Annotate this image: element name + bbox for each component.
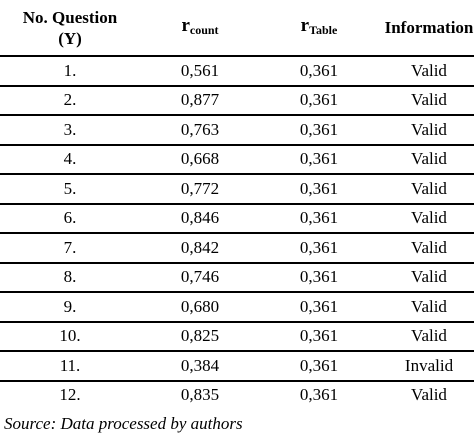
header-subscript: count <box>189 22 219 37</box>
table-cell: 0,842 <box>140 232 260 263</box>
table-cell: 0,772 <box>140 173 260 204</box>
data-table: No. Question (Y) rcount rTable Information 1… <box>0 0 474 409</box>
table-cell: Valid <box>378 202 474 233</box>
table-row: 10. 0,825 0,361 Valid <box>0 320 474 351</box>
header-cell: rcount <box>140 0 260 56</box>
table-cell: 1. <box>0 55 140 86</box>
table-row: 1. 0,561 0,361 Valid <box>0 55 474 86</box>
table-cell: 0,361 <box>260 261 378 292</box>
table-cell: 0,361 <box>260 350 378 381</box>
table-row: 12. 0,835 0,361 Valid <box>0 379 474 409</box>
table-cell: 0,361 <box>260 173 378 204</box>
table-cell: 11. <box>0 350 140 381</box>
table-cell: 0,680 <box>140 291 260 322</box>
table-row: 4. 0,668 0,361 Valid <box>0 143 474 174</box>
header-subscript: Table <box>309 22 338 37</box>
header-cell: No. Question (Y) <box>0 0 140 56</box>
table-row: 9. 0,680 0,361 Valid <box>0 291 474 322</box>
source-note: Source: Data processed by authors <box>4 414 243 433</box>
table-cell: 12. <box>0 379 140 409</box>
table-cell: Valid <box>378 143 474 174</box>
table-cell: Valid <box>378 291 474 322</box>
table-row: 2. 0,877 0,361 Valid <box>0 84 474 115</box>
table-cell: 5. <box>0 173 140 204</box>
header-cell: Information <box>378 0 474 56</box>
table-cell: 7. <box>0 232 140 263</box>
table-cell: 0,361 <box>260 320 378 351</box>
header-text: No. Question <box>22 7 118 27</box>
table-cell: 0,361 <box>260 143 378 174</box>
table-cell: Valid <box>378 173 474 204</box>
header-text: (Y) <box>58 28 82 48</box>
table-cell: 0,877 <box>140 84 260 115</box>
table-cell: 0,361 <box>260 84 378 115</box>
table-cell: 0,361 <box>260 202 378 233</box>
table-cell: 2. <box>0 84 140 115</box>
table-cell: 0,835 <box>140 379 260 409</box>
table-row: 5. 0,772 0,361 Valid <box>0 173 474 204</box>
table-row: 8. 0,746 0,361 Valid <box>0 261 474 292</box>
table-cell: 0,361 <box>260 114 378 145</box>
table-cell: 0,825 <box>140 320 260 351</box>
table-cell: 0,361 <box>260 55 378 86</box>
table-row: 6. 0,846 0,361 Valid <box>0 202 474 233</box>
header-row: No. Question (Y) rcount rTable Information <box>0 0 474 56</box>
table-cell: 0,384 <box>140 350 260 381</box>
table-cell: Valid <box>378 114 474 145</box>
table-row: 7. 0,842 0,361 Valid <box>0 232 474 263</box>
table-cell: 8. <box>0 261 140 292</box>
table-cell: 0,561 <box>140 55 260 86</box>
header-symbol: r <box>300 14 310 36</box>
table-cell: 0,746 <box>140 261 260 292</box>
table-cell: 0,361 <box>260 291 378 322</box>
table-row: 11. 0,384 0,361 Invalid <box>0 350 474 381</box>
table-cell: 0,361 <box>260 232 378 263</box>
header-cell: rTable <box>260 0 378 56</box>
table-cell: Valid <box>378 261 474 292</box>
table-cell: 0,846 <box>140 202 260 233</box>
table-cell: 10. <box>0 320 140 351</box>
table-cell: 4. <box>0 143 140 174</box>
table-cell: 3. <box>0 114 140 145</box>
header-symbol: r <box>181 14 190 36</box>
table-cell: Invalid <box>378 350 474 381</box>
header-text: Information <box>384 18 474 37</box>
table-cell: 0,361 <box>260 379 378 409</box>
table-cell: Valid <box>378 232 474 263</box>
table-cell: Valid <box>378 55 474 86</box>
table-cell: 0,668 <box>140 143 260 174</box>
table-row: 3. 0,763 0,361 Valid <box>0 114 474 145</box>
table-cell: Valid <box>378 379 474 409</box>
table-cell: 9. <box>0 291 140 322</box>
table-cell: 6. <box>0 202 140 233</box>
table-cell: Valid <box>378 84 474 115</box>
table-cell: 0,763 <box>140 114 260 145</box>
table-cell: Valid <box>378 320 474 351</box>
